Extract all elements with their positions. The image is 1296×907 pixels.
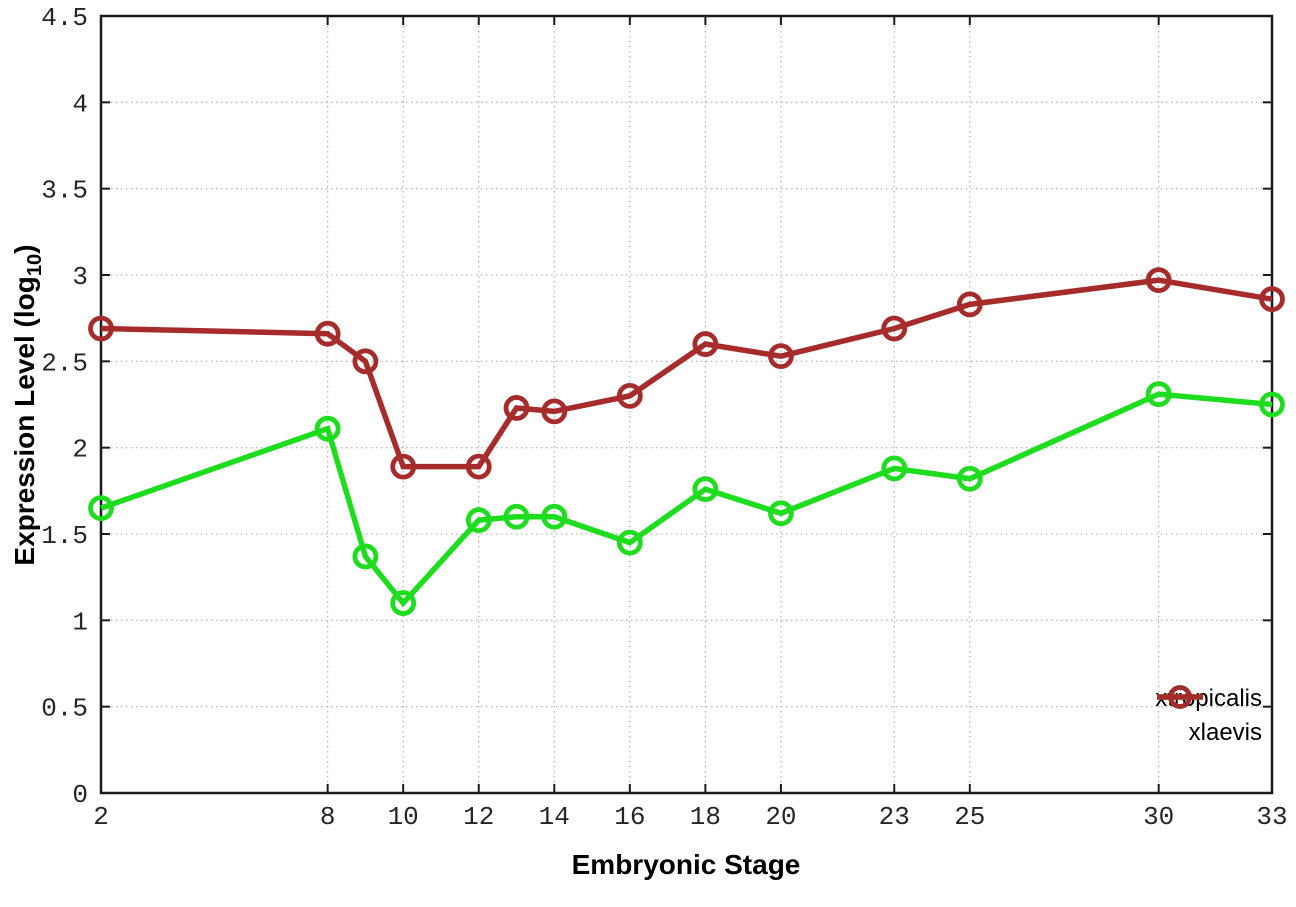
x-tick-label: 14 xyxy=(539,802,570,832)
y-axis-title-subscript: 10 xyxy=(23,253,46,277)
y-tick-label: 2 xyxy=(72,435,88,465)
x-tick-label: 16 xyxy=(614,802,645,832)
y-tick-label: 3 xyxy=(72,262,88,292)
series-marker-xtropicalis xyxy=(616,529,643,556)
series-marker-xtropicalis xyxy=(541,503,568,530)
plot-border xyxy=(99,14,1274,795)
x-tick-label: 18 xyxy=(690,802,721,832)
series-marker-xlaevis xyxy=(352,348,379,375)
x-tick-label: 33 xyxy=(1256,802,1287,832)
y-axis-title: Expression Level (log10) xyxy=(9,244,47,565)
y-tick-label: 0.5 xyxy=(41,694,88,724)
series-marker-xlaevis xyxy=(541,398,568,425)
series-marker-xlaevis xyxy=(768,343,794,370)
series-marker-xtropicalis xyxy=(390,590,417,616)
series-marker-xlaevis xyxy=(616,382,643,409)
x-tick-label: 10 xyxy=(388,802,419,832)
y-tick-label: 4 xyxy=(72,89,88,119)
y-tick-label: 1.5 xyxy=(41,521,88,551)
series-marker-xtropicalis xyxy=(1145,381,1172,408)
series-marker-xtropicalis xyxy=(352,543,379,570)
series-marker-xlaevis xyxy=(956,291,983,318)
series-marker-xlaevis xyxy=(503,395,530,421)
legend-marker-xlaevis-icon xyxy=(1157,685,1204,709)
series-marker-xlaevis xyxy=(881,315,908,342)
series-marker-xtropicalis xyxy=(88,495,114,522)
series-marker-xlaevis xyxy=(465,453,492,480)
series-marker-xtropicalis xyxy=(465,507,492,534)
legend-item-xlaevis: xlaevis xyxy=(1155,685,1262,748)
series-marker-xlaevis xyxy=(88,315,114,342)
series-marker-xtropicalis xyxy=(503,503,530,530)
series-marker-xlaevis xyxy=(314,320,341,347)
x-tick-label: 20 xyxy=(765,802,796,832)
x-tick-label: 2 xyxy=(93,802,109,832)
y-axis-title-text: Expression Level (log xyxy=(9,276,41,566)
series-marker-xlaevis xyxy=(1145,267,1172,294)
series-line-xtropicalis xyxy=(100,391,1273,608)
series-marker-xtropicalis xyxy=(692,476,719,503)
legend-label-xlaevis: xlaevis xyxy=(1188,718,1262,746)
series-marker-xtropicalis xyxy=(314,415,341,442)
x-axis-title: Embryonic Stage xyxy=(571,849,801,880)
series-marker-xtropicalis xyxy=(768,500,794,527)
y-tick-label: 1 xyxy=(72,607,88,637)
y-tick-label: 2.5 xyxy=(41,348,88,378)
y-axis-title-suffix: ) xyxy=(9,244,41,254)
x-tick-label: 8 xyxy=(320,802,336,832)
series-marker-xlaevis xyxy=(692,331,719,357)
x-tick-label: 12 xyxy=(463,802,494,832)
series-marker-xtropicalis xyxy=(956,465,983,492)
x-tick-label: 25 xyxy=(954,802,985,832)
series-marker-xlaevis xyxy=(390,453,417,480)
y-tick-label: 4.5 xyxy=(41,3,88,33)
series-marker-xtropicalis xyxy=(881,455,908,482)
legend: xtropicalis xlaevis xyxy=(1155,683,1262,748)
series-marker-xlaevis xyxy=(1259,286,1285,313)
y-tick-label: 0 xyxy=(72,780,88,810)
x-tick-label: 30 xyxy=(1143,802,1174,832)
y-tick-label: 3.5 xyxy=(41,176,88,206)
x-tick-label: 23 xyxy=(879,802,910,832)
series-line-xlaevis xyxy=(100,277,1273,470)
series-marker-xtropicalis xyxy=(1259,391,1285,418)
